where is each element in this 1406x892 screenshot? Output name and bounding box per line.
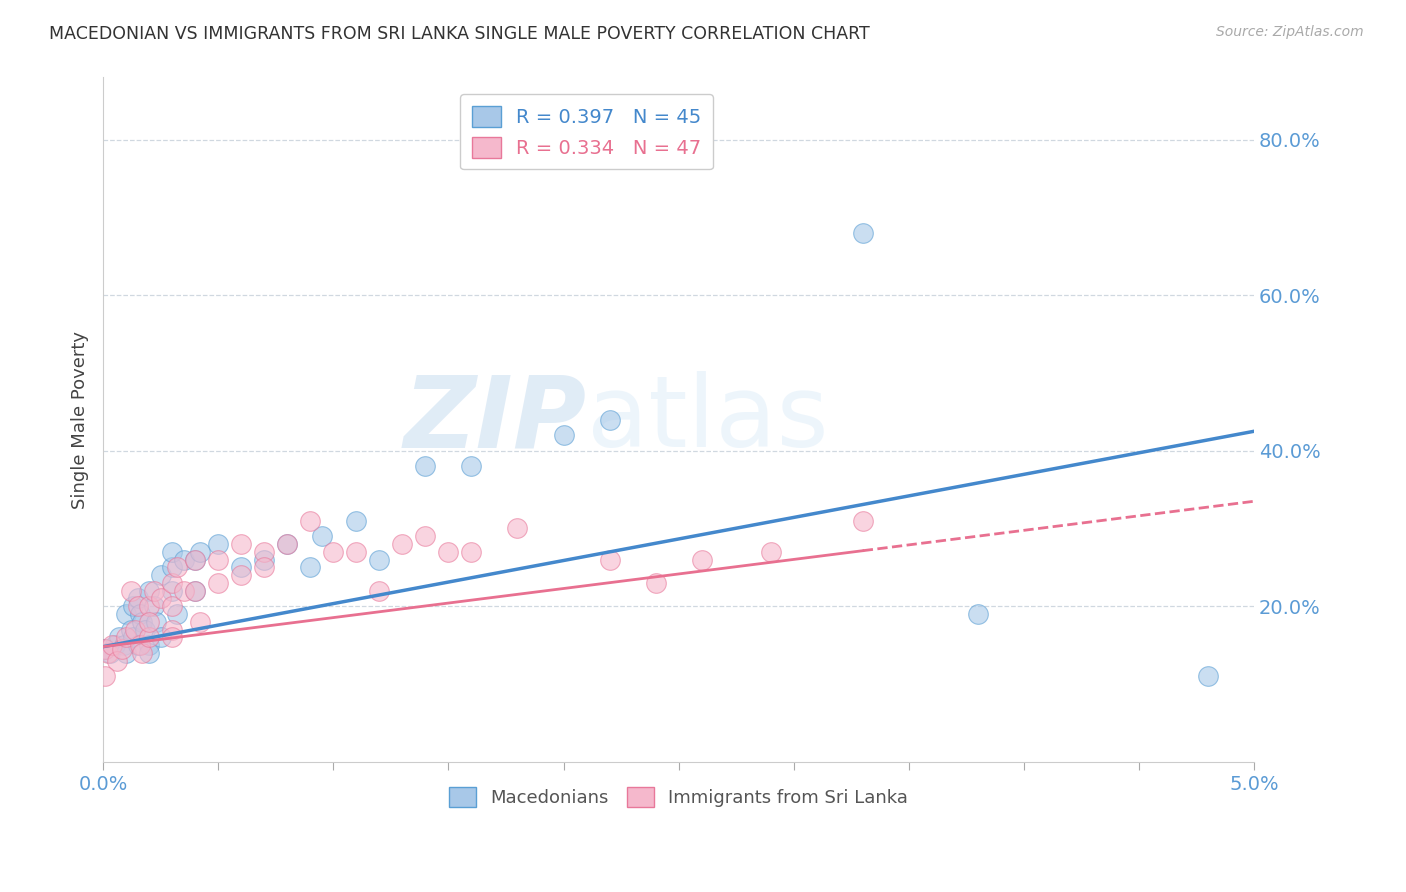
- Point: [231, 568, 253, 582]
- Point: [138, 638, 160, 652]
- Point: [138, 583, 160, 598]
- Point: [129, 638, 152, 652]
- Point: [553, 428, 575, 442]
- Point: [138, 646, 160, 660]
- Point: [160, 631, 183, 645]
- Point: [149, 631, 172, 645]
- Point: [97, 646, 120, 660]
- Point: [322, 545, 344, 559]
- Point: [188, 545, 211, 559]
- Point: [276, 537, 298, 551]
- Point: [966, 607, 988, 621]
- Point: [120, 583, 142, 598]
- Point: [759, 545, 782, 559]
- Point: [160, 599, 183, 614]
- Point: [145, 615, 167, 629]
- Point: [127, 591, 149, 606]
- Point: [391, 537, 413, 551]
- Point: [253, 552, 276, 566]
- Point: [94, 642, 117, 657]
- Text: MACEDONIAN VS IMMIGRANTS FROM SRI LANKA SINGLE MALE POVERTY CORRELATION CHART: MACEDONIAN VS IMMIGRANTS FROM SRI LANKA …: [49, 25, 870, 43]
- Point: [98, 646, 121, 660]
- Point: [129, 607, 152, 621]
- Point: [110, 642, 132, 657]
- Point: [131, 615, 153, 629]
- Legend: Macedonians, Immigrants from Sri Lanka: Macedonians, Immigrants from Sri Lanka: [441, 780, 915, 814]
- Point: [207, 552, 229, 566]
- Point: [184, 552, 207, 566]
- Point: [138, 615, 160, 629]
- Text: atlas: atlas: [586, 371, 828, 468]
- Point: [1197, 669, 1219, 683]
- Point: [506, 521, 529, 535]
- Point: [138, 631, 160, 645]
- Point: [184, 552, 207, 566]
- Point: [368, 583, 391, 598]
- Point: [460, 545, 482, 559]
- Point: [115, 631, 138, 645]
- Y-axis label: Single Male Poverty: Single Male Poverty: [72, 331, 89, 508]
- Point: [173, 552, 195, 566]
- Point: [188, 615, 211, 629]
- Point: [149, 568, 172, 582]
- Point: [166, 607, 188, 621]
- Point: [368, 552, 391, 566]
- Point: [115, 646, 138, 660]
- Point: [101, 638, 124, 652]
- Point: [299, 514, 322, 528]
- Point: [852, 226, 875, 240]
- Point: [120, 623, 142, 637]
- Point: [184, 583, 207, 598]
- Point: [437, 545, 460, 559]
- Point: [94, 669, 117, 683]
- Point: [134, 623, 156, 637]
- Point: [460, 459, 482, 474]
- Point: [115, 607, 138, 621]
- Point: [160, 560, 183, 574]
- Point: [94, 642, 117, 657]
- Text: Source: ZipAtlas.com: Source: ZipAtlas.com: [1216, 25, 1364, 39]
- Point: [276, 537, 298, 551]
- Point: [149, 591, 172, 606]
- Point: [160, 575, 183, 590]
- Point: [311, 529, 333, 543]
- Point: [160, 583, 183, 598]
- Point: [138, 599, 160, 614]
- Point: [415, 529, 437, 543]
- Point: [142, 583, 165, 598]
- Point: [231, 537, 253, 551]
- Point: [127, 599, 149, 614]
- Point: [127, 638, 149, 652]
- Point: [122, 599, 145, 614]
- Point: [160, 545, 183, 559]
- Point: [160, 623, 183, 637]
- Point: [344, 514, 367, 528]
- Point: [690, 552, 713, 566]
- Point: [142, 599, 165, 614]
- Point: [166, 560, 188, 574]
- Text: ZIP: ZIP: [404, 371, 586, 468]
- Point: [173, 583, 195, 598]
- Point: [644, 575, 666, 590]
- Point: [253, 545, 276, 559]
- Point: [105, 654, 128, 668]
- Point: [207, 575, 229, 590]
- Point: [112, 638, 135, 652]
- Point: [415, 459, 437, 474]
- Point: [124, 623, 146, 637]
- Point: [852, 514, 875, 528]
- Point: [599, 552, 621, 566]
- Point: [599, 412, 621, 426]
- Point: [184, 583, 207, 598]
- Point: [108, 631, 131, 645]
- Point: [253, 560, 276, 574]
- Point: [207, 537, 229, 551]
- Point: [104, 638, 127, 652]
- Point: [122, 631, 145, 645]
- Point: [344, 545, 367, 559]
- Point: [131, 646, 153, 660]
- Point: [231, 560, 253, 574]
- Point: [299, 560, 322, 574]
